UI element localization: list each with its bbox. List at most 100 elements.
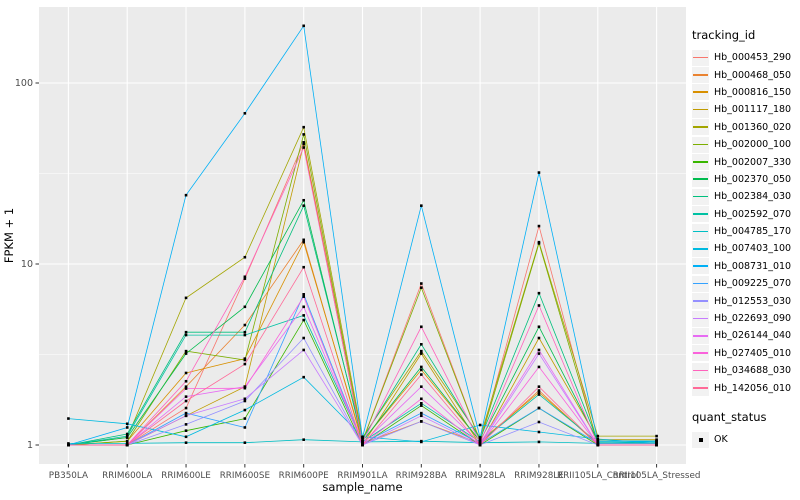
legend-key-line-icon	[693, 178, 708, 181]
data-point	[184, 411, 188, 415]
legend-key-line-icon	[693, 317, 708, 320]
legend-color-items: Hb_000453_290 Hb_000468_050 Hb_000816_150 H…	[692, 49, 798, 397]
legend-key	[692, 431, 709, 448]
data-point	[537, 352, 541, 355]
legend-key	[692, 136, 709, 153]
data-point	[125, 434, 129, 438]
data-point	[243, 386, 247, 390]
data-point	[420, 325, 423, 329]
legend-item: Hb_034688_030	[692, 362, 798, 379]
legend-item: Hb_022693_090	[692, 310, 798, 327]
data-point	[420, 385, 423, 388]
data-point	[243, 357, 247, 360]
legend-title-tracking-id: tracking_id	[692, 28, 756, 42]
data-point	[420, 401, 423, 405]
x-tick-label: RRIM928LA	[455, 471, 505, 481]
legend-title-quant-status: quant_status	[692, 409, 767, 424]
data-point	[302, 125, 305, 129]
legend-key-line-icon	[693, 56, 708, 59]
data-point	[420, 343, 423, 346]
data-point	[302, 146, 305, 149]
data-point	[361, 437, 364, 441]
legend-item: Hb_002000_100	[692, 136, 798, 153]
data-point	[302, 24, 305, 28]
data-point	[67, 442, 70, 445]
legend-key	[692, 119, 709, 136]
y-axis-title: FPKM + 1	[2, 208, 16, 263]
x-tick-label: RRII105LA_Control	[557, 471, 639, 481]
data-point	[243, 385, 247, 388]
data-point	[125, 426, 129, 429]
legend-key-line-icon	[693, 230, 708, 233]
legend-item: Hb_026144_040	[692, 327, 798, 344]
data-point	[655, 439, 658, 443]
legend-key	[692, 67, 709, 84]
legend-item: Hb_001117_180	[692, 101, 798, 118]
quant-status-item: OK	[692, 431, 798, 448]
data-point	[420, 204, 423, 207]
legend-key-line-icon	[693, 108, 708, 111]
legend-key-line-icon	[693, 352, 708, 354]
data-point	[596, 442, 600, 445]
data-point	[184, 441, 188, 444]
data-point	[596, 443, 600, 447]
data-point	[537, 304, 541, 307]
legend-key-line-icon	[693, 143, 708, 146]
legend-key-line-icon	[693, 74, 708, 76]
legend-key-line-icon	[693, 195, 708, 198]
data-point	[184, 423, 188, 426]
data-point	[596, 439, 600, 443]
legend-key-line-icon	[693, 282, 708, 285]
data-point	[361, 436, 364, 439]
legend-item-label: Hb_142056_010	[714, 382, 792, 394]
data-point	[478, 437, 482, 441]
data-point	[184, 379, 188, 383]
legend-item-label: Hb_002592_070	[714, 208, 792, 220]
data-point	[184, 399, 188, 403]
legend-item: Hb_000816_150	[692, 84, 798, 101]
data-point	[537, 385, 541, 388]
data-point	[184, 414, 188, 418]
data-point	[302, 141, 305, 144]
legend-item-label: Hb_026144_040	[714, 330, 792, 342]
x-tick-label: RRIM928BA	[396, 471, 447, 481]
data-point	[302, 204, 305, 207]
data-point	[243, 275, 247, 279]
y-tick-label: 1	[27, 440, 33, 451]
legend-key	[692, 206, 709, 223]
legend-key	[692, 101, 709, 118]
legend-item-label: Hb_002000_100	[714, 139, 792, 151]
data-point	[537, 393, 541, 396]
data-point	[184, 385, 188, 388]
data-point	[537, 242, 541, 245]
data-point	[655, 443, 658, 447]
data-point	[302, 305, 305, 309]
data-point	[478, 443, 482, 447]
data-point	[537, 224, 541, 228]
legend-item-label: Hb_001360_020	[714, 121, 792, 133]
data-point	[302, 142, 305, 146]
legend-item-label: Hb_000468_050	[714, 69, 792, 81]
data-point	[184, 193, 188, 197]
data-point	[420, 411, 423, 415]
data-point	[302, 348, 305, 352]
x-tick-label: RRIM928LE	[514, 471, 564, 481]
data-point	[537, 291, 541, 295]
data-point	[243, 397, 247, 401]
data-point	[655, 442, 658, 445]
legend-key	[692, 275, 709, 292]
legend-item: Hb_027405_010	[692, 345, 798, 362]
data-point	[243, 426, 247, 429]
data-point	[184, 371, 188, 375]
legend-key-line-icon	[693, 300, 708, 302]
data-point	[302, 198, 305, 202]
legend: tracking_id Hb_000453_290 Hb_000468_050 Hb…	[692, 28, 798, 448]
data-point	[243, 399, 247, 403]
data-point	[420, 282, 423, 285]
data-point	[125, 432, 129, 436]
data-point	[478, 423, 482, 427]
data-point	[361, 441, 364, 444]
point-square-icon	[698, 438, 703, 442]
legend-key-line-icon	[693, 265, 708, 267]
